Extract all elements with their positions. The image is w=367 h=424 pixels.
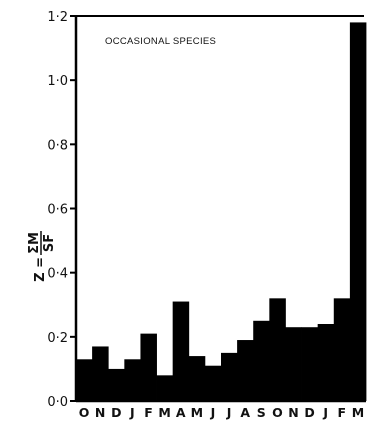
y-axis-label: Z = ΣM SF: [27, 231, 57, 282]
x-tick-label: D: [111, 405, 121, 420]
bar: [204, 365, 222, 401]
bar: [253, 320, 270, 401]
y-tick-label: 0·4: [47, 267, 68, 282]
bar: [76, 359, 93, 401]
x-tick-label: J: [322, 405, 328, 420]
x-tick-label: S: [257, 405, 266, 420]
x-tick-label: D: [304, 405, 314, 420]
x-tick-label: N: [95, 405, 105, 420]
y-axis-label-numerator: ΣM: [27, 232, 42, 254]
bar: [156, 375, 174, 401]
bar: [188, 356, 206, 401]
bar: [140, 333, 157, 401]
x-tick-label: A: [240, 405, 250, 420]
x-tick-label: J: [129, 405, 135, 420]
x-tick-label: O: [79, 405, 90, 420]
y-tick-label: 0·8: [47, 138, 68, 153]
y-tick-label: 0·0: [47, 395, 68, 410]
bar: [285, 327, 302, 401]
bar: [317, 324, 335, 401]
y-tick-label: 0·2: [47, 331, 68, 346]
x-tick-label: A: [176, 405, 186, 420]
y-axis-label-lhs: Z =: [33, 257, 48, 282]
y-axis-label-denominator: SF: [42, 234, 57, 252]
x-tick-label: J: [226, 405, 232, 420]
y-tick-label: 1·0: [47, 74, 68, 89]
x-tick-label: M: [352, 405, 364, 420]
bar: [92, 346, 109, 401]
bar: [333, 298, 351, 401]
chart-annotation: OCCASIONAL SPECIES: [105, 36, 216, 47]
bar: [172, 301, 190, 401]
bar: [269, 298, 286, 401]
bar: [108, 368, 125, 401]
x-tick-label: F: [144, 405, 153, 420]
y-ticks: 0·0 0·2 0·4 0·6 0·8 1·0 1·2: [47, 10, 76, 410]
bar: [301, 327, 319, 401]
x-tick-label: O: [272, 405, 283, 420]
bar: [221, 352, 238, 401]
x-tick-label: J: [210, 405, 216, 420]
y-tick-label: 1·2: [47, 10, 68, 25]
y-tick-label: 0·6: [47, 203, 68, 218]
bar: [124, 359, 141, 401]
bar: [237, 340, 254, 401]
x-tick-label: N: [288, 405, 298, 420]
bar-series: [76, 22, 367, 402]
bar: [349, 22, 367, 402]
x-tick-label: M: [158, 405, 170, 420]
x-tick-label: F: [338, 405, 347, 420]
x-tick-label: M: [191, 405, 203, 420]
